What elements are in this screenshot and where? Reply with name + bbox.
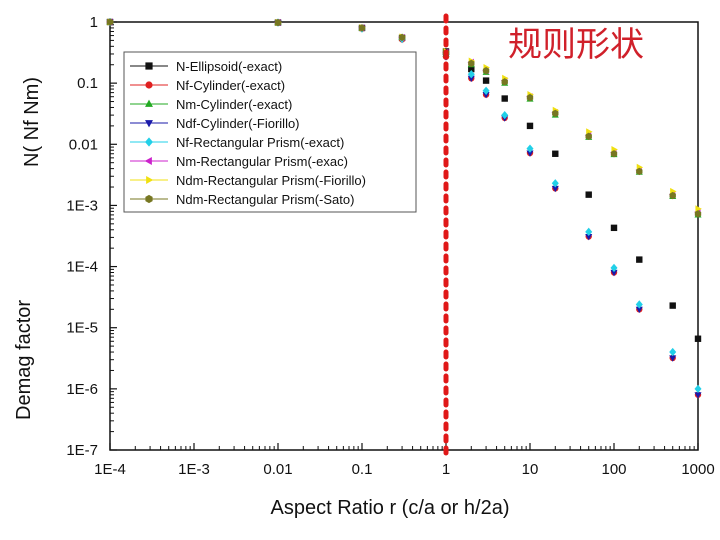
data-point (526, 93, 534, 102)
x-tick-label: 1E-4 (94, 461, 126, 478)
legend-marker (145, 99, 153, 107)
legend-marker (145, 62, 153, 70)
legend-label: Nm-Cylinder(-exact) (176, 97, 292, 112)
data-point (635, 306, 643, 314)
series-layer (106, 17, 702, 399)
data-point (552, 150, 559, 157)
legend-items: N-Ellipsoid(-exact) Nf-Cylinder(-exact) Nm… (130, 59, 366, 207)
data-point (482, 66, 490, 75)
data-point (585, 227, 593, 236)
legend-label: Nf-Cylinder(-exact) (176, 78, 285, 93)
legend-box (123, 51, 417, 213)
y-tick-label: 1E-4 (66, 259, 98, 276)
data-point (636, 256, 643, 263)
data-point (526, 144, 534, 153)
x-tick-label: 1 (442, 461, 450, 478)
y-tick-label: 1E-7 (66, 442, 98, 459)
data-point (585, 132, 592, 140)
legend-marker (144, 157, 152, 165)
data-point (610, 269, 618, 277)
legend: N-Ellipsoid(-exact) Nf-Cylinder(-exact) Nm… (123, 51, 417, 213)
data-point (526, 150, 534, 157)
x-axis-ticks: 1E-4 1E-3 0.01 0.1 1 10 100 1000 (94, 443, 715, 478)
data-point (467, 70, 475, 79)
legend-label: Nf-Rectangular Prism(-exact) (176, 135, 344, 150)
y-tick-label: 1E-6 (66, 381, 98, 398)
data-point (610, 150, 618, 158)
data-point (694, 384, 702, 394)
legend-marker (145, 120, 153, 128)
legend-marker (146, 176, 154, 184)
data-point (552, 109, 559, 118)
data-point (274, 18, 282, 27)
data-point (669, 355, 677, 362)
data-point (482, 77, 490, 84)
data-point (610, 224, 618, 232)
y-tick-label: 1E-3 (66, 197, 98, 214)
y-tick-label: 1 (90, 14, 98, 31)
data-point (669, 347, 677, 357)
legend-label: N-Ellipsoid(-exact) (176, 59, 282, 74)
data-point (585, 191, 592, 198)
y-axis-overprint: Demag factor (13, 300, 35, 420)
data-point (695, 205, 702, 213)
data-point (358, 24, 366, 32)
data-point (526, 122, 534, 130)
data-point (636, 167, 643, 176)
data-point (468, 65, 475, 73)
data-point (501, 78, 508, 86)
x-tick-label: 0.1 (352, 461, 373, 478)
data-point (694, 392, 702, 399)
data-point (669, 302, 676, 309)
data-point (635, 300, 643, 309)
data-point (467, 75, 475, 83)
data-point (551, 179, 559, 188)
data-point (482, 92, 490, 99)
legend-marker (145, 194, 153, 204)
data-point (468, 59, 475, 68)
data-point (501, 110, 509, 120)
data-point (585, 233, 593, 241)
x-tick-label: 10 (522, 461, 539, 478)
y-axis-title: N( Nf Nm) (21, 77, 43, 167)
data-point (694, 210, 702, 218)
data-point (694, 335, 702, 342)
y-axis-ticks: 1 0.1 0.01 1E-3 1E-4 1E-5 1E-6 1E-7 (66, 14, 117, 459)
data-point (669, 191, 676, 200)
data-point (551, 185, 559, 193)
x-tick-label: 100 (601, 461, 626, 478)
y-tick-label: 1E-5 (66, 320, 98, 337)
x-axis-title: Aspect Ratio r (c/a or h/2a) (271, 497, 510, 519)
data-point (610, 263, 618, 273)
legend-label: Ndm-Rectangular Prism(-Sato) (176, 192, 354, 207)
data-point (482, 86, 490, 95)
x-tick-label: 0.01 (263, 461, 292, 478)
legend-label: Ndm-Rectangular Prism(-Fiorillo) (176, 173, 366, 188)
x-tick-label: 1000 (681, 461, 714, 478)
y-tick-label: 0.01 (69, 136, 98, 153)
legend-label: Ndf-Cylinder(-Fiorillo) (176, 116, 300, 131)
y-tick-label: 0.1 (77, 75, 98, 92)
legend-marker (145, 137, 153, 147)
legend-marker (145, 81, 153, 89)
legend-label: Nm-Rectangular Prism(-exac) (176, 154, 348, 169)
data-point (501, 95, 508, 102)
x-tick-label: 1E-3 (178, 461, 210, 478)
data-point (398, 33, 406, 42)
data-point (106, 18, 114, 26)
chart-overlay-title: 规则形状 (508, 25, 644, 65)
